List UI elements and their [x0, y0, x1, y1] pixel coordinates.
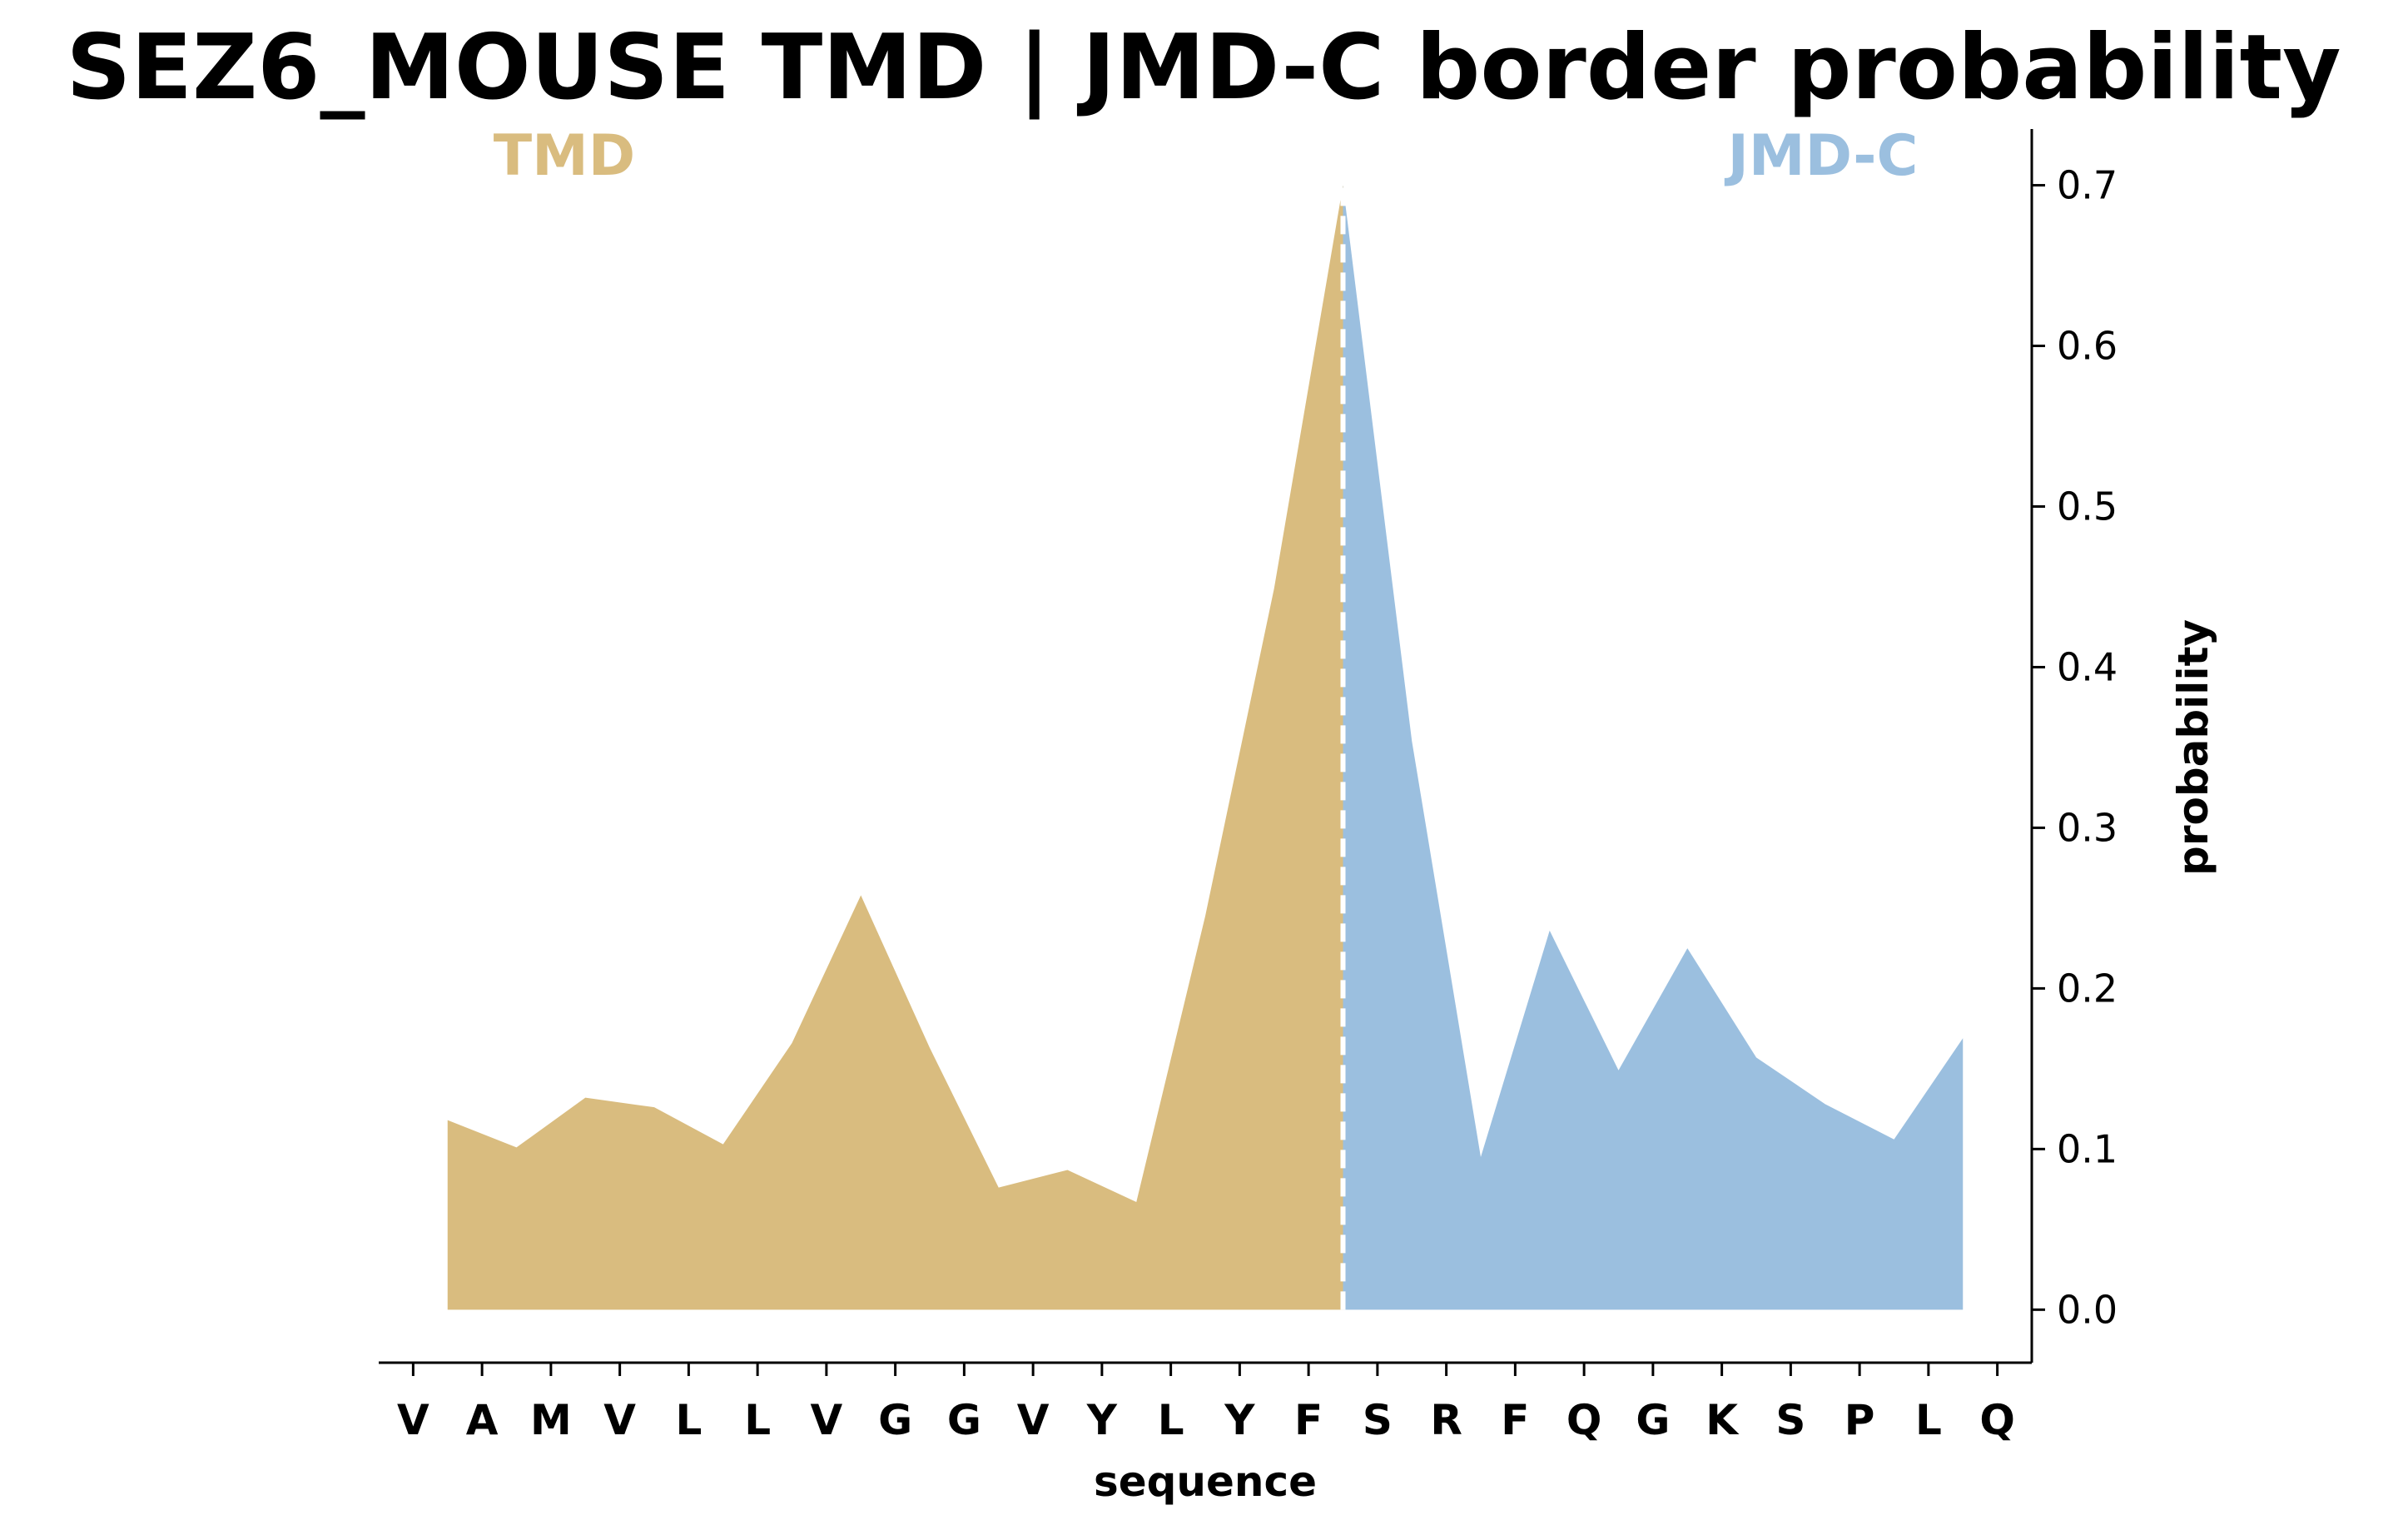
- x-tick-label: S: [1775, 1396, 1805, 1444]
- x-tick-label: L: [1915, 1396, 1942, 1444]
- x-tick-label: S: [1363, 1396, 1393, 1444]
- x-tick-label: V: [397, 1396, 429, 1444]
- area-tmd: [447, 185, 1343, 1310]
- x-tick-label: F: [1501, 1396, 1529, 1444]
- x-tick-label: P: [1844, 1396, 1875, 1444]
- x-tick-label: G: [1636, 1396, 1670, 1444]
- x-tick-label: A: [466, 1396, 499, 1444]
- area-jmd-c: [1343, 185, 1964, 1310]
- y-tick-label: 0.2: [2057, 966, 2118, 1011]
- x-tick-label: Y: [1224, 1396, 1255, 1444]
- x-tick-label: G: [947, 1396, 981, 1444]
- x-tick-label: Q: [1979, 1396, 2015, 1444]
- x-tick-label: V: [1017, 1396, 1050, 1444]
- x-tick-label: L: [1158, 1396, 1184, 1444]
- region-labels: TMD JMD-C: [494, 123, 1919, 189]
- y-axis: 0.0 0.1 0.2 0.3 0.4 0.5 0.6 0.7: [2030, 129, 2118, 1363]
- x-tick-label: L: [675, 1396, 702, 1444]
- probability-areas: [447, 185, 1964, 1310]
- x-tick-label: K: [1705, 1396, 1740, 1444]
- x-tick-label: M: [530, 1396, 572, 1444]
- x-tick-label: V: [603, 1396, 636, 1444]
- y-tick-label: 0.3: [2057, 805, 2118, 850]
- y-tick-label: 0.1: [2057, 1126, 2118, 1171]
- x-tick-label: V: [811, 1396, 843, 1444]
- x-axis-label: sequence: [1094, 1458, 1317, 1506]
- region-label-jmd-c: JMD-C: [1725, 123, 1919, 189]
- y-tick-label: 0.5: [2057, 484, 2118, 529]
- region-label-tmd: TMD: [494, 123, 636, 189]
- y-tick-label: 0.6: [2057, 324, 2118, 369]
- chart-title: SEZ6_MOUSE TMD | JMD-C border probabilit…: [66, 16, 2341, 120]
- x-tick-label: L: [744, 1396, 771, 1444]
- y-tick-label: 0.7: [2057, 163, 2118, 208]
- x-tick-label: G: [878, 1396, 912, 1444]
- x-tick-label: F: [1294, 1396, 1323, 1444]
- y-tick-label: 0.4: [2057, 644, 2118, 689]
- y-tick-label: 0.0: [2057, 1287, 2118, 1332]
- x-tick-label: Y: [1086, 1396, 1118, 1444]
- y-axis-label: probability: [2169, 619, 2217, 876]
- x-tick-label: Q: [1566, 1396, 1602, 1444]
- x-tick-label: R: [1430, 1396, 1462, 1444]
